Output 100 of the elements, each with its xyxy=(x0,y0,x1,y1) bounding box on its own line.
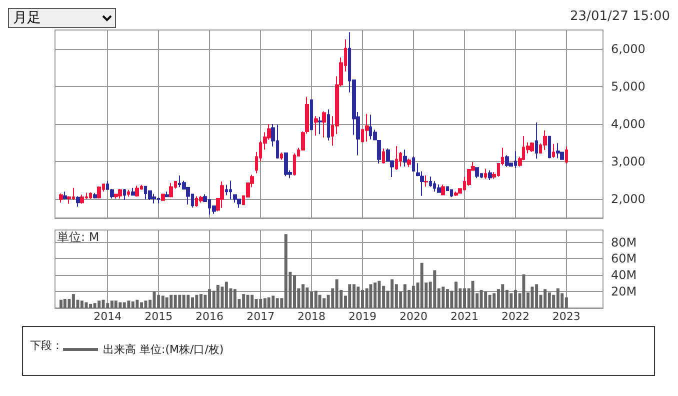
candlestick xyxy=(403,149,407,167)
bar xyxy=(442,286,445,308)
candlestick xyxy=(165,191,169,198)
bar xyxy=(84,302,88,308)
bar xyxy=(110,300,114,308)
candlestick xyxy=(89,192,92,200)
candlestick xyxy=(530,142,534,152)
candlestick xyxy=(229,180,232,200)
candlestick xyxy=(59,193,63,204)
candlestick xyxy=(152,193,156,204)
candlestick xyxy=(97,186,101,199)
bar xyxy=(365,288,368,308)
candlestick xyxy=(118,188,122,199)
candlestick xyxy=(314,116,318,136)
x-tick-label: 2020 xyxy=(399,310,428,323)
candlestick xyxy=(123,188,126,200)
bar xyxy=(488,294,492,308)
bar xyxy=(216,285,220,308)
candlestick xyxy=(548,136,551,159)
y-tick-label: 4,000 xyxy=(611,117,646,131)
bar xyxy=(522,274,526,308)
legend-label: 出来高 単位:(M株/口/枚) xyxy=(103,343,224,356)
bar xyxy=(335,279,338,308)
bar xyxy=(250,294,254,308)
bar xyxy=(127,300,130,308)
bar xyxy=(136,300,139,308)
bar xyxy=(118,302,122,308)
candlestick xyxy=(535,122,538,160)
bar xyxy=(102,300,105,308)
candlestick xyxy=(484,168,487,180)
x-tick-label: 2016 xyxy=(196,310,224,323)
bar xyxy=(530,286,534,308)
bar xyxy=(433,270,436,308)
y-tick-label: 5,000 xyxy=(611,79,646,94)
candlestick xyxy=(169,182,173,198)
bar xyxy=(267,297,270,308)
bar xyxy=(484,292,488,308)
y-tick-label: 80M xyxy=(611,235,637,250)
candlestick xyxy=(382,148,385,164)
bar xyxy=(314,290,318,308)
bar xyxy=(89,304,92,308)
candlestick xyxy=(322,110,326,138)
bar xyxy=(318,294,322,308)
bar xyxy=(501,284,504,308)
bar xyxy=(186,294,190,308)
candlestick xyxy=(505,154,509,168)
candlestick xyxy=(127,189,130,198)
candlestick xyxy=(395,146,398,170)
bar xyxy=(306,287,309,308)
candlestick xyxy=(199,195,203,204)
x-tick-label: 2022 xyxy=(501,310,530,323)
bar xyxy=(93,303,96,308)
bar xyxy=(369,284,372,308)
bar xyxy=(122,302,126,308)
bar xyxy=(246,294,250,308)
bar xyxy=(348,284,352,308)
candlestick xyxy=(552,143,555,158)
bar xyxy=(548,292,551,308)
x-tick-label: 2017 xyxy=(246,310,275,323)
bar xyxy=(178,294,182,308)
candlestick xyxy=(161,193,165,201)
bar xyxy=(352,284,356,308)
y-tick-label: 3,000 xyxy=(611,154,646,169)
candlestick xyxy=(565,146,568,164)
candlestick xyxy=(429,176,432,188)
bar xyxy=(114,300,118,308)
bar xyxy=(471,280,474,308)
candlestick xyxy=(450,189,453,198)
text: 23/01/27 15:00 xyxy=(570,9,670,24)
bar xyxy=(254,298,258,308)
bar xyxy=(403,284,406,308)
x-tick-label: 2018 xyxy=(298,310,326,323)
candlestick xyxy=(148,190,152,200)
candlestick xyxy=(556,142,560,159)
bar xyxy=(272,296,275,308)
y-tick-label: 60M xyxy=(611,252,637,266)
candlestick xyxy=(284,152,288,177)
bar xyxy=(233,289,236,308)
bar xyxy=(420,262,424,308)
bar xyxy=(63,298,66,308)
bar xyxy=(182,294,186,308)
candlestick xyxy=(310,99,313,130)
y-axis-title: 単位: M xyxy=(57,230,100,244)
bar xyxy=(556,288,560,308)
bar xyxy=(98,300,101,308)
x-tick-label: 2023 xyxy=(552,310,580,323)
bar xyxy=(322,298,326,308)
candlestick xyxy=(135,185,139,198)
candlestick xyxy=(225,184,228,196)
candlestick xyxy=(454,191,458,196)
bar xyxy=(284,234,288,308)
bar xyxy=(190,297,194,308)
candlestick xyxy=(407,158,411,168)
bar xyxy=(276,298,279,308)
bar xyxy=(60,300,62,308)
candlestick xyxy=(488,170,492,181)
legend-title: 下段： xyxy=(30,339,63,352)
candlestick xyxy=(543,130,547,150)
candlestick xyxy=(318,116,322,135)
candlestick xyxy=(365,113,369,142)
